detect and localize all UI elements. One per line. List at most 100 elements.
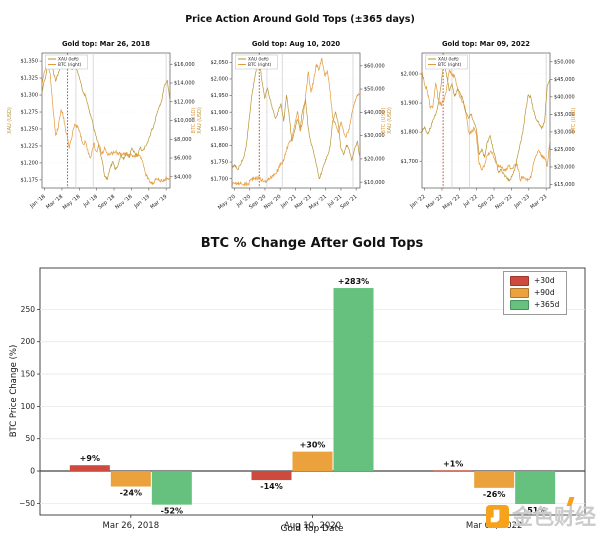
y-tick-label-left: $2,050 [211,60,229,66]
y-tick-label-left: $1,200 [21,160,39,166]
x-tick-label: May '18 [62,194,82,211]
y-tick-label-right: $50,000 [554,59,575,65]
legend-item-365d: +365d [510,299,559,311]
y-tick-label-right: $40,000 [554,94,575,100]
legend-swatch-365d [510,300,529,310]
x-tick-label: Mar '23 [529,194,548,211]
y-tick-label-right: $6,000 [174,156,192,162]
y-tick-label-left: $1,700 [401,159,419,165]
legend-item-30d: +30d [510,275,559,287]
bar-value-label: +283% [338,277,369,286]
y-tick-label: 50 [25,434,35,443]
legend-label-90d: +90d [534,288,555,297]
x-tick-label: Jul '18 [82,194,99,209]
bar-value-label: -52% [161,507,183,516]
y-tick-label-left: $1,850 [211,126,229,132]
legend-entry-label: XAU (left) [248,57,269,63]
y-tick-label: 250 [21,305,36,314]
x-tick-label: Jan '18 [28,194,46,210]
y-tick-label-right: $40,000 [364,110,385,116]
y-tick-label-right: $30,000 [554,129,575,135]
y-tick-label-right: $25,000 [554,147,575,153]
y-tick-label: 200 [21,337,36,346]
y-tick-label-right: $30,000 [364,133,385,139]
ylabel-right: BTC (USD) [381,108,387,134]
subplot-title-2022: Gold top: Mar 09, 2022 [441,40,531,48]
y-tick-label-right: $50,000 [364,87,385,93]
x-tick-label: Sep '22 [477,194,496,211]
y-tick-label-right: $60,000 [364,63,385,69]
legend-entry-label: XAU (left) [58,57,79,63]
x-tick-label: Mar '22 [425,194,444,211]
legend-entry-label: XAU (left) [438,57,459,63]
bar-chart-xlabel: Gold Top Date [280,524,344,534]
subplot-legend: XAU (left)BTC (right) [235,54,278,70]
x-tick-label: Jan '22 [408,194,426,210]
y-tick-label-left: $1,800 [211,143,229,149]
bar-value-label: -51% [524,506,546,515]
y-tick-label-right: $20,000 [364,157,385,163]
plot-frame [41,52,171,189]
legend-entry-label: BTC (right) [438,62,461,68]
x-tick-label: Mar 26, 2018 [103,521,160,531]
x-tick-label: May '22 [442,194,462,211]
subplot-canvas-2022: $1,700 $1,800 $1,900 $2,000 $15,000 $20,000 $2… [387,52,577,211]
subplot-gold-top-2022: Gold top: Mar 09, 2022 $1,700 $1,800 $1,90… [382,40,582,225]
btc-line [421,69,551,183]
ylabel-right: BTC (USD) [571,108,577,134]
bar-+365d-0 [151,471,192,505]
y-tick-label-right: $14,000 [174,81,195,87]
y-tick-label-right: $10,000 [364,180,385,186]
x-tick-label: Jul '22 [462,194,479,209]
y-tick-label-right: $12,000 [174,99,195,105]
y-tick-label-left: $1,275 [21,110,39,116]
bar-value-label: +30% [300,441,326,450]
y-tick-label-right: $10,000 [174,118,195,124]
subplot-gold-top-2020: Gold top: Aug 10, 2020 $1,700 $1,750 $1,80… [192,40,392,225]
x-tick-label: Mar '19 [149,194,168,211]
y-tick-label-left: $1,750 [211,160,229,166]
bar-+365d-2 [515,471,556,505]
y-tick-label-right: $16,000 [174,62,195,68]
bar-+365d-1 [333,288,374,472]
y-tick-label-left: $1,300 [21,93,39,99]
y-tick-label-left: $1,175 [21,177,39,183]
ylabel-left: XAU (USD) [7,107,13,134]
btc-line [231,57,361,187]
y-tick-label-left: $1,325 [21,76,39,82]
bar-value-label: +9% [80,454,100,463]
y-tick-label-left: $2,000 [401,72,419,78]
y-tick-label: −50 [19,499,35,508]
x-tick-label: Aug 10, 2020 [284,521,341,531]
y-tick-label-right: $4,000 [174,174,192,180]
y-tick-label-left: $1,700 [211,176,229,182]
watermark: 金色财经 [486,497,596,531]
y-tick-label: 100 [21,402,36,411]
bar-value-label: -26% [483,490,505,499]
y-tick-label-right: $45,000 [554,77,575,83]
bar-chart-canvas: −50 0 50 100 150 200 250 Mar 26, 2018 +9% -24% -52… [19,267,586,531]
x-tick-label: Mar '18 [45,194,64,211]
subplot-title-2020: Gold top: Aug 10, 2020 [251,40,341,48]
subplot-legend: XAU (left)BTC (right) [45,54,88,70]
y-tick-label-left: $1,800 [401,130,419,136]
y-tick-label-left: $1,900 [211,110,229,116]
subplot-legend: XAU (left)BTC (right) [425,54,468,70]
x-tick-label: Nov '20 [263,194,282,211]
bar-chart-legend: +30d +90d +365d [503,271,568,315]
xau-line [231,59,361,180]
x-tick-label: May '20 [217,194,237,211]
watermark-logo-icon [486,504,509,528]
y-tick-label-left: $1,225 [21,144,39,150]
y-tick-label-left: $1,350 [21,59,39,65]
x-tick-label: Nov '18 [114,194,133,211]
x-tick-label: May '21 [308,194,328,211]
y-tick-label-right: $15,000 [554,182,575,188]
y-tick-label: 0 [30,467,35,476]
legend-label-30d: +30d [534,276,555,285]
y-tick-label-left: $1,250 [21,127,39,133]
bar-value-label: -14% [260,482,282,491]
bar-+90d-1 [292,451,333,472]
bar-value-label: +1% [443,459,463,468]
